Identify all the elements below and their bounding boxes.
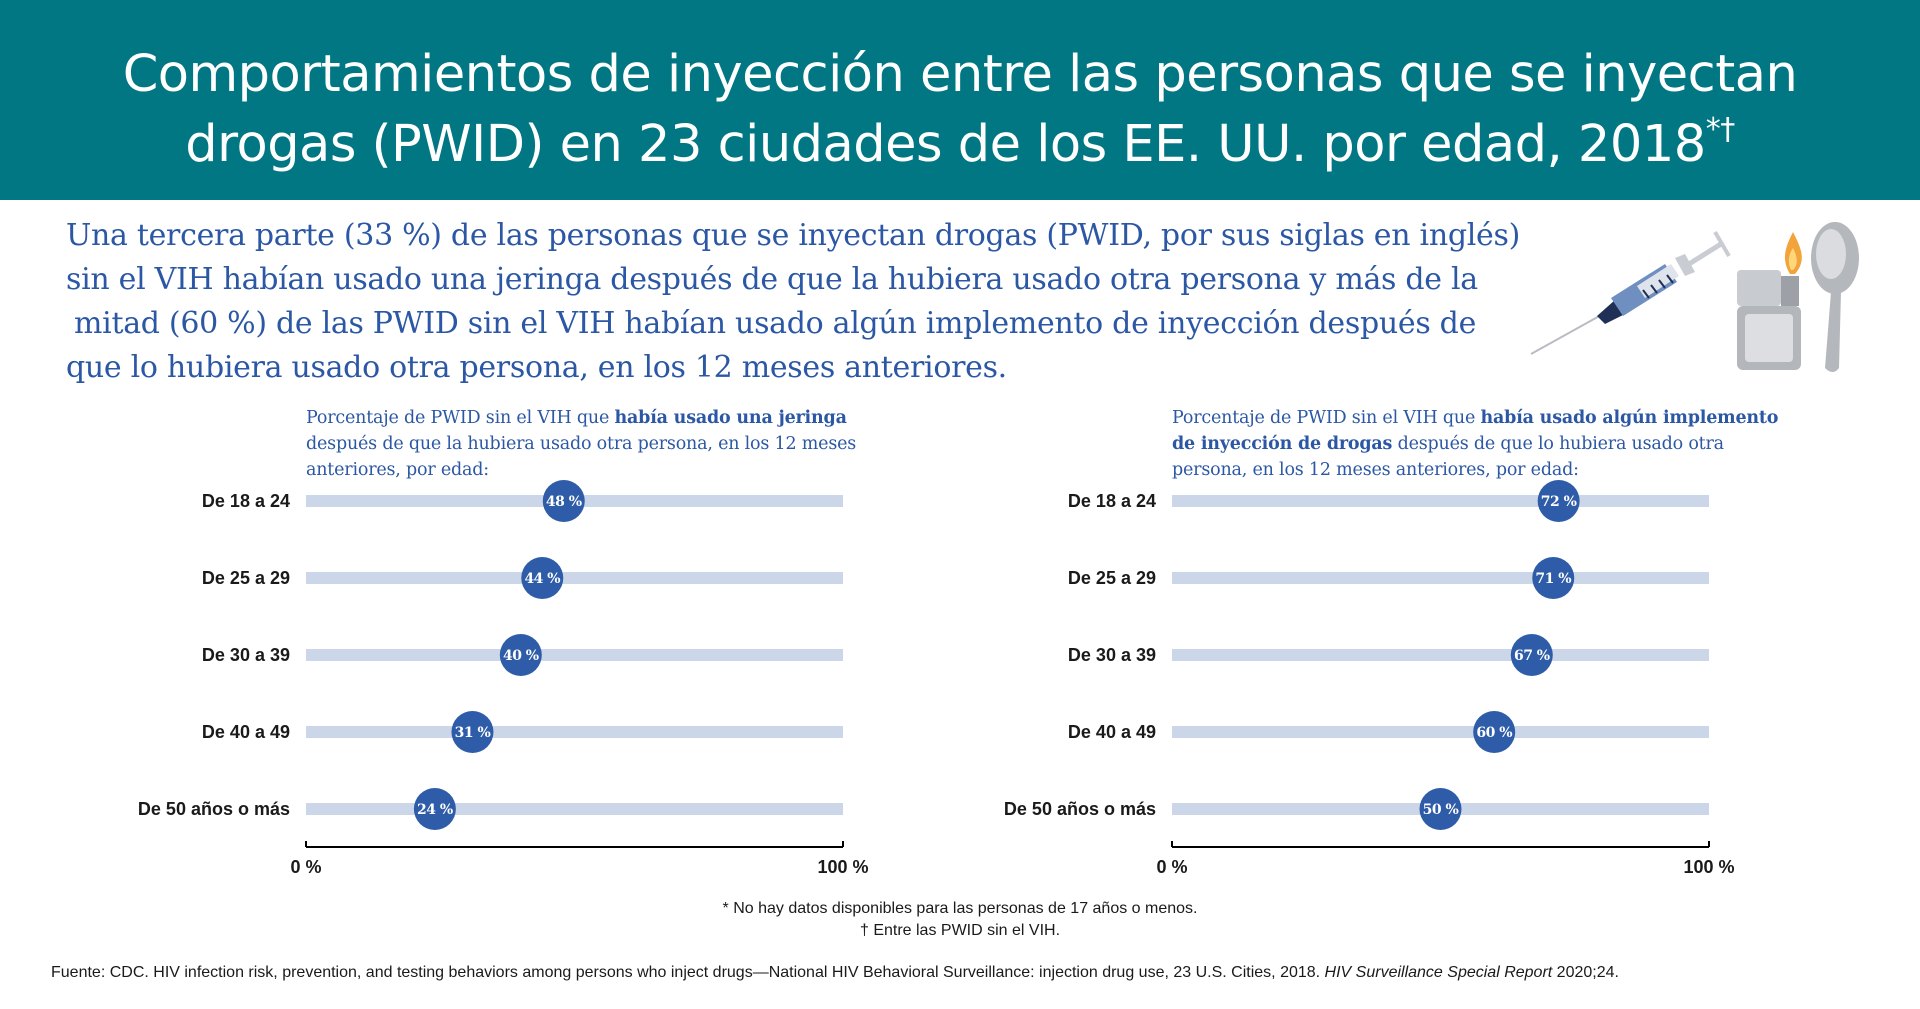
footnotes: * No hay datos disponibles para las pers… bbox=[0, 898, 1920, 942]
right-chart-title-line-2: de inyección de drogas después de que lo… bbox=[1172, 431, 1772, 457]
source-journal: HIV Surveillance Special Report bbox=[1324, 964, 1553, 981]
intro-line-3: mitad (60 %) de las PWID sin el VIH habí… bbox=[74, 306, 1477, 341]
data-label: 44 % bbox=[524, 571, 560, 587]
footnote-no-data: * No hay datos disponibles para las pers… bbox=[722, 900, 1198, 917]
source-text: Fuente: CDC. HIV infection risk, prevent… bbox=[51, 964, 1325, 981]
footnote-among-pwid: † Entre las PWID sin el VIH. bbox=[859, 922, 1061, 939]
data-label: 60 % bbox=[1476, 725, 1512, 741]
data-label: 50 % bbox=[1423, 802, 1459, 818]
data-label: 24 % bbox=[417, 802, 453, 818]
x-tick-label: 0 % bbox=[290, 857, 321, 877]
drug-paraphernalia-illustration bbox=[1530, 222, 1859, 372]
x-tick-label: 0 % bbox=[1156, 857, 1187, 877]
syringe-icon bbox=[1530, 230, 1731, 355]
data-dot bbox=[1510, 634, 1553, 676]
right-title-part-2: después de que lo hubiera usado otra bbox=[1392, 434, 1725, 454]
data-dot bbox=[1532, 557, 1575, 599]
data-dot bbox=[1537, 480, 1580, 522]
category-label: De 40 a 49 bbox=[1068, 722, 1156, 742]
left-chart-title-line-2: después de que la hubiera usado otra per… bbox=[306, 434, 857, 454]
category-label: De 25 a 29 bbox=[202, 568, 290, 588]
title-footnote-marks: *† bbox=[1705, 112, 1736, 147]
lighter-icon bbox=[1737, 232, 1802, 370]
data-dot bbox=[451, 711, 494, 753]
intro-line-1: Una tercera parte (33 %) de las personas… bbox=[66, 218, 1520, 253]
category-label: De 18 a 24 bbox=[202, 491, 290, 511]
intro-paragraph: Una tercera parte (33 %) de las personas… bbox=[66, 214, 1566, 390]
intro-line-2: sin el VIH habían usado una jeringa desp… bbox=[66, 262, 1478, 297]
data-label: 31 % bbox=[455, 725, 491, 741]
data-dot bbox=[413, 788, 456, 830]
x-tick-label: 100 % bbox=[817, 857, 868, 877]
intro-line-4: que lo hubiera usado otra persona, en lo… bbox=[66, 350, 1007, 385]
right-dot-chart: De 18 a 24 72 % De 25 a 29 71 % De 30 a 39 67… bbox=[1004, 480, 1735, 877]
left-title-emphasis: había usado una jeringa bbox=[614, 408, 847, 428]
right-title-emphasis-1: había usado algún implemento bbox=[1480, 408, 1779, 428]
title-banner: Comportamientos de inyección entre las p… bbox=[0, 0, 1920, 200]
category-label: De 18 a 24 bbox=[1068, 491, 1156, 511]
category-label: De 25 a 29 bbox=[1068, 568, 1156, 588]
right-chart-title: Porcentaje de PWID sin el VIH que había … bbox=[1172, 405, 1778, 483]
right-chart-title-line-3: persona, en los 12 meses anteriores, por… bbox=[1172, 460, 1579, 480]
title-line-2-text: drogas (PWID) en 23 ciudades de los EE. … bbox=[185, 115, 1706, 174]
right-title-part: Porcentaje de PWID sin el VIH que bbox=[1172, 408, 1481, 428]
left-title-part: Porcentaje de PWID sin el VIH que bbox=[306, 408, 615, 428]
data-label: 67 % bbox=[1514, 648, 1550, 664]
category-label: De 50 años o más bbox=[1004, 799, 1156, 819]
data-dot bbox=[542, 480, 585, 522]
category-label: De 40 a 49 bbox=[202, 722, 290, 742]
left-chart-title-line-3: anteriores, por edad: bbox=[306, 460, 489, 480]
data-label: 40 % bbox=[503, 648, 539, 664]
left-chart-title-line-1: Porcentaje de PWID sin el VIH que había … bbox=[306, 405, 906, 431]
data-dot bbox=[521, 557, 564, 599]
x-tick-label: 100 % bbox=[1683, 857, 1734, 877]
category-label: De 30 a 39 bbox=[202, 645, 290, 665]
right-title-emphasis-2: de inyección de drogas bbox=[1172, 434, 1393, 454]
data-dot bbox=[499, 634, 542, 676]
spoon-icon bbox=[1811, 222, 1859, 372]
right-chart-title-line-1: Porcentaje de PWID sin el VIH que había … bbox=[1172, 405, 1778, 431]
left-dot-chart: De 18 a 24 48 % De 25 a 29 44 % De 30 a 39 40… bbox=[138, 480, 869, 877]
source-citation: Fuente: CDC. HIV infection risk, prevent… bbox=[51, 964, 1891, 982]
category-label: De 30 a 39 bbox=[1068, 645, 1156, 665]
data-dot bbox=[1473, 711, 1516, 753]
title-line-1: Comportamientos de inyección entre las p… bbox=[122, 45, 1798, 104]
left-chart-title: Porcentaje de PWID sin el VIH que había … bbox=[306, 405, 906, 483]
title-line-2: drogas (PWID) en 23 ciudades de los EE. … bbox=[0, 110, 1920, 180]
data-label: 48 % bbox=[546, 494, 582, 510]
data-dot bbox=[1419, 788, 1462, 830]
data-label: 71 % bbox=[1535, 571, 1571, 587]
category-label: De 50 años o más bbox=[138, 799, 290, 819]
source-tail: 2020;24. bbox=[1552, 964, 1619, 981]
data-label: 72 % bbox=[1541, 494, 1577, 510]
